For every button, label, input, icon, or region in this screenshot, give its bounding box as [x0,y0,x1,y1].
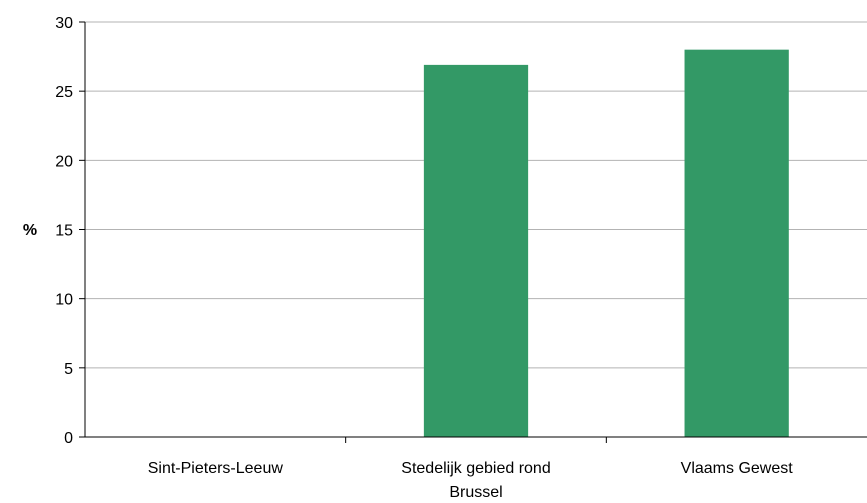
axes [79,21,867,443]
x-category-label: Vlaams Gewest [681,460,794,477]
y-tick-label: 30 [55,15,73,32]
bar [423,64,529,437]
y-tick-label: 15 [55,223,73,240]
y-tick-label: 5 [64,361,73,378]
bar [684,49,789,438]
y-tick-labels: 0 5 10 15 20 25 30 [55,15,73,447]
bars [423,49,789,438]
y-axis-title: % [23,222,37,239]
y-tick-label: 20 [55,153,73,170]
y-tick-label: 0 [64,430,73,447]
x-category-label: Stedelijk gebied rond Brussel [401,460,550,501]
x-category-label: Sint-Pieters-Leeuw [148,460,284,477]
y-tick-label: 25 [55,84,73,101]
y-tick-label: 10 [55,292,73,309]
x-category-labels: Sint-Pieters-Leeuw Stedelijk gebied rond B… [148,460,793,501]
